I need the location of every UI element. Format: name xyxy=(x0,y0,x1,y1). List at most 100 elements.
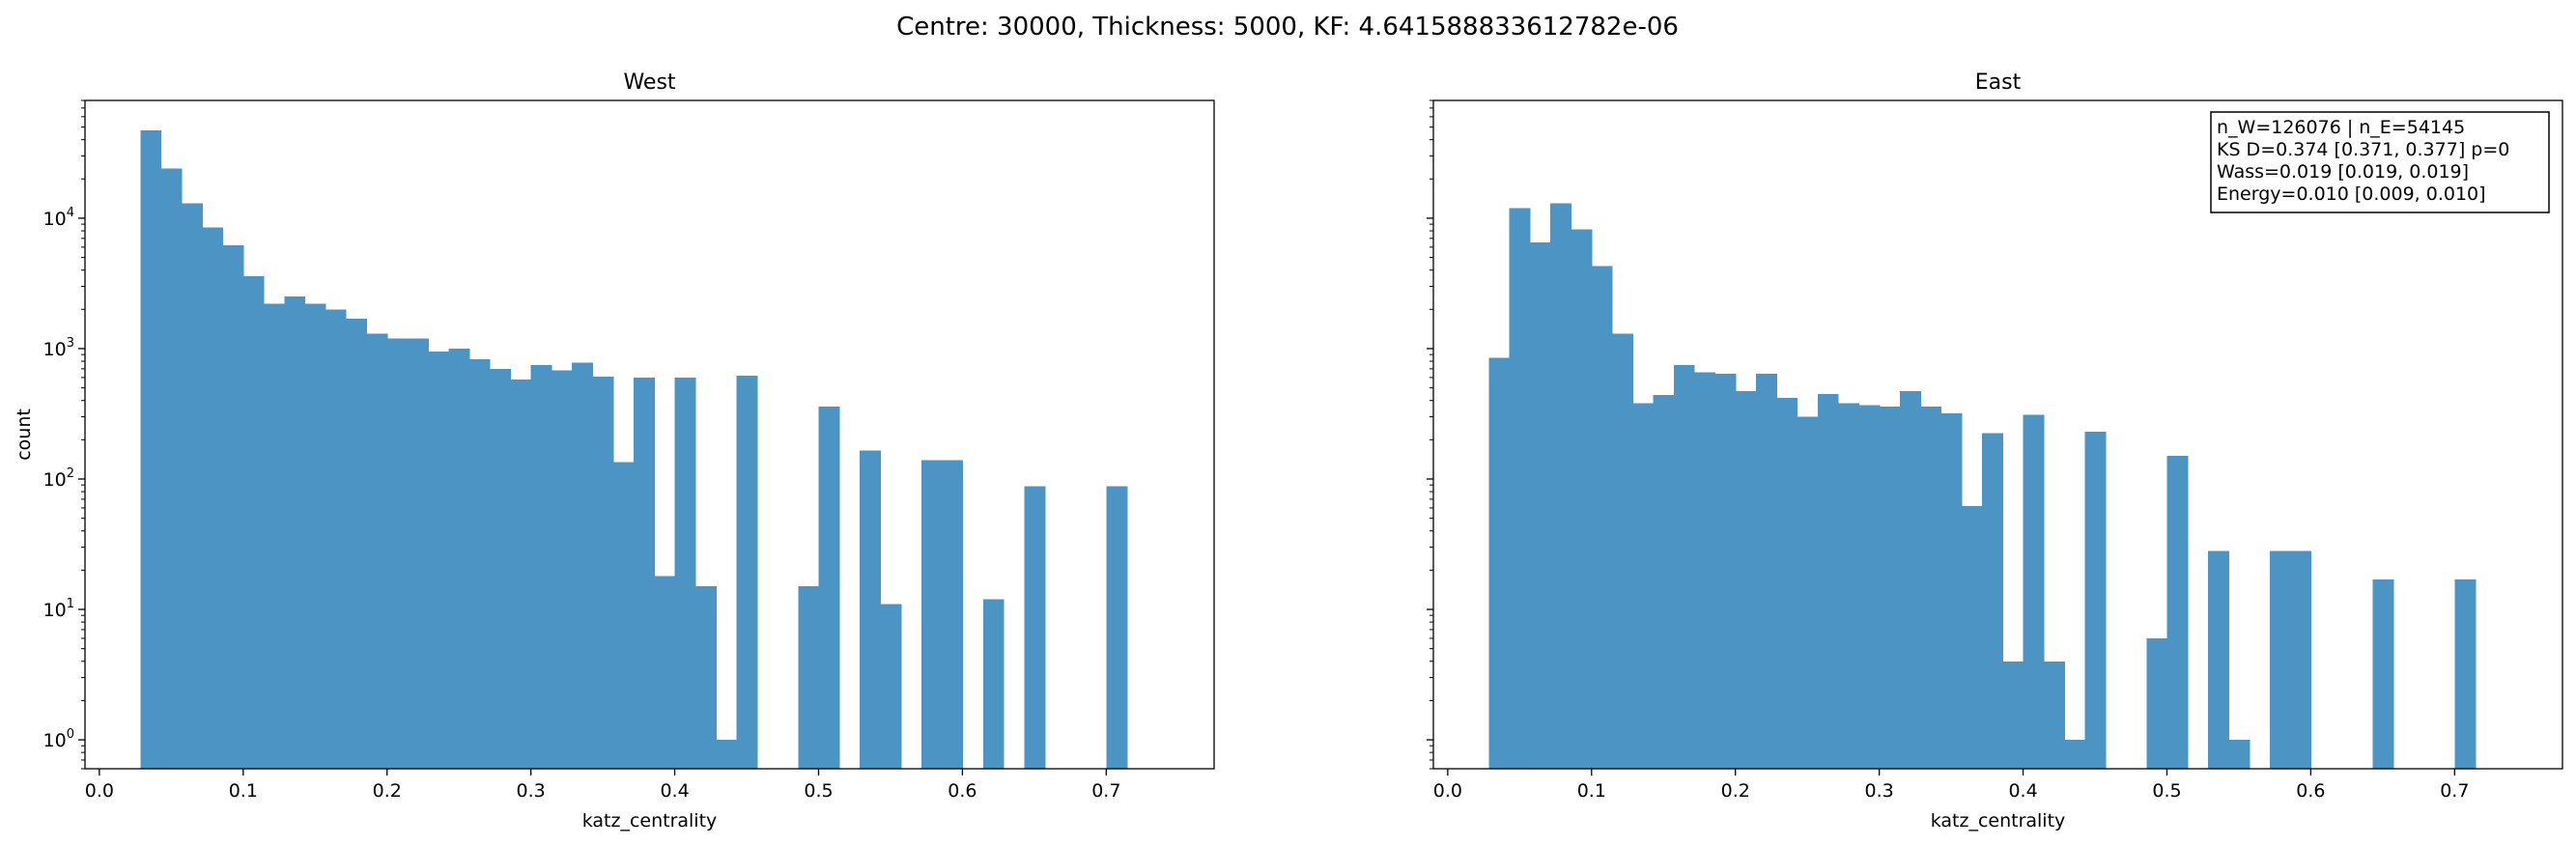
histogram-bar xyxy=(674,377,696,769)
y-tick-label: 104 xyxy=(43,206,74,230)
histogram-bar xyxy=(1982,433,2003,769)
x-tick-label: 0.3 xyxy=(517,780,546,802)
histogram-bar xyxy=(2146,637,2168,769)
west-panel: 0.0 0.1 0.2 0.3 0.4 0.5 0.6 0.7 100 101 102 103 104 W… xyxy=(14,70,1215,832)
y-axis-label: count xyxy=(14,409,35,461)
x-tick-label: 0.7 xyxy=(1091,780,1120,802)
histogram-bar xyxy=(2290,550,2312,769)
axes-frame xyxy=(1432,99,2563,770)
histogram-bar xyxy=(1106,486,1128,769)
histogram-bar xyxy=(694,586,717,769)
x-tick-label: 0.7 xyxy=(2440,780,2469,802)
x-tick-label: 0.6 xyxy=(948,780,977,802)
histogram-bar xyxy=(1755,374,1777,769)
histogram-bar xyxy=(716,740,738,769)
x-tick-label: 0.0 xyxy=(1433,780,1462,802)
panel-title: East xyxy=(1975,70,2022,95)
histogram-bar xyxy=(510,379,532,769)
histogram-bar xyxy=(530,364,552,769)
histogram-bar xyxy=(140,130,162,769)
histogram-bar xyxy=(1735,391,1757,769)
histogram-bar xyxy=(1571,229,1593,769)
histogram-bar xyxy=(1899,391,1921,769)
histogram-bar xyxy=(346,318,368,769)
histogram-bar xyxy=(634,377,655,769)
histogram-bar xyxy=(407,338,429,769)
histogram-bar xyxy=(1591,266,1613,769)
histogram-bar xyxy=(612,462,635,769)
histogram-bar xyxy=(160,168,183,770)
histogram-bar xyxy=(202,227,224,770)
histogram-bar xyxy=(1550,203,1572,769)
histogram-bar xyxy=(2454,578,2477,769)
x-tick-label: 0.5 xyxy=(804,780,833,802)
histogram-bar xyxy=(982,599,1005,769)
histogram-bar xyxy=(920,460,943,769)
histogram-bar xyxy=(1797,416,1819,769)
x-tick-label: 0.2 xyxy=(373,780,402,802)
x-tick-label: 0.0 xyxy=(85,780,114,802)
histogram-bar xyxy=(592,376,614,769)
histogram-bar xyxy=(242,275,265,769)
histogram-bar xyxy=(1653,395,1675,769)
x-tick-label: 0.6 xyxy=(2296,780,2325,802)
histogram-bar xyxy=(1940,412,1963,769)
x-tick-label: 0.4 xyxy=(660,780,689,802)
histogram-bar xyxy=(1529,242,1551,769)
histogram-bar xyxy=(654,576,676,769)
histogram-bar xyxy=(386,338,409,769)
east-panel: 0.0 0.1 0.2 0.3 0.4 0.5 0.6 0.7 East katz_central… xyxy=(1427,70,2563,832)
histogram-bar xyxy=(490,368,511,769)
histogram-bar xyxy=(2084,432,2107,769)
x-tick-label: 0.2 xyxy=(1721,780,1750,802)
histogram-bar xyxy=(2064,740,2086,769)
stats-annotation-line: KS D=0.374 [0.371, 0.377] p=0 xyxy=(2217,139,2509,160)
histogram-bar xyxy=(736,376,758,769)
histogram-bar xyxy=(284,296,306,769)
histogram-bar xyxy=(448,348,470,769)
histogram-bar xyxy=(1961,506,1983,769)
histogram-bar xyxy=(1858,405,1881,769)
x-tick-label: 0.3 xyxy=(1865,780,1894,802)
histogram-bar xyxy=(1838,403,1859,769)
histogram-bar xyxy=(2043,661,2065,769)
histogram-bar xyxy=(2208,550,2230,769)
histogram-bar xyxy=(428,351,450,769)
histogram-bar xyxy=(366,333,388,769)
histogram-bar xyxy=(1879,406,1901,769)
histogram-bar xyxy=(1714,374,1737,769)
y-tick-label: 102 xyxy=(43,466,74,491)
histogram-bar xyxy=(304,303,326,769)
histogram-bar xyxy=(468,358,491,769)
histogram-bar xyxy=(942,460,964,769)
histogram-bar xyxy=(1776,397,1798,769)
stats-annotation-line: Wass=0.019 [0.019, 0.019] xyxy=(2217,161,2469,183)
histogram-bar xyxy=(572,362,594,769)
axes-frame xyxy=(84,99,1215,770)
figure-title: Centre: 30000, Thickness: 5000, KF: 4.64… xyxy=(896,13,1679,42)
stats-annotation-line: Energy=0.010 [0.009, 0.010] xyxy=(2217,183,2486,205)
y-tick-label: 101 xyxy=(43,597,74,621)
histogram-bar xyxy=(2023,414,2045,769)
histogram-bar xyxy=(880,604,902,769)
histogram-bar xyxy=(1673,364,1695,769)
histogram-bar xyxy=(1612,333,1633,769)
histogram-bar xyxy=(1632,403,1655,769)
histogram-bar xyxy=(2166,456,2189,769)
histogram-bar xyxy=(222,244,244,770)
histogram-bar xyxy=(1024,486,1046,769)
histogram-bar xyxy=(1509,208,1531,769)
histogram-bar xyxy=(1488,357,1511,769)
histogram-bar xyxy=(551,370,573,769)
stats-annotation-box xyxy=(2210,111,2550,213)
histogram-bar xyxy=(1817,393,1839,769)
histogram-bar xyxy=(2002,661,2024,769)
x-tick-label: 0.1 xyxy=(229,780,258,802)
x-axis-label: katz_centrality xyxy=(582,810,718,832)
y-tick-label: 100 xyxy=(43,727,74,751)
histogram-bar xyxy=(860,450,882,769)
x-axis-label: katz_centrality xyxy=(1931,810,2066,832)
histogram-bar xyxy=(2228,740,2250,769)
histogram-bar xyxy=(1920,406,1942,769)
